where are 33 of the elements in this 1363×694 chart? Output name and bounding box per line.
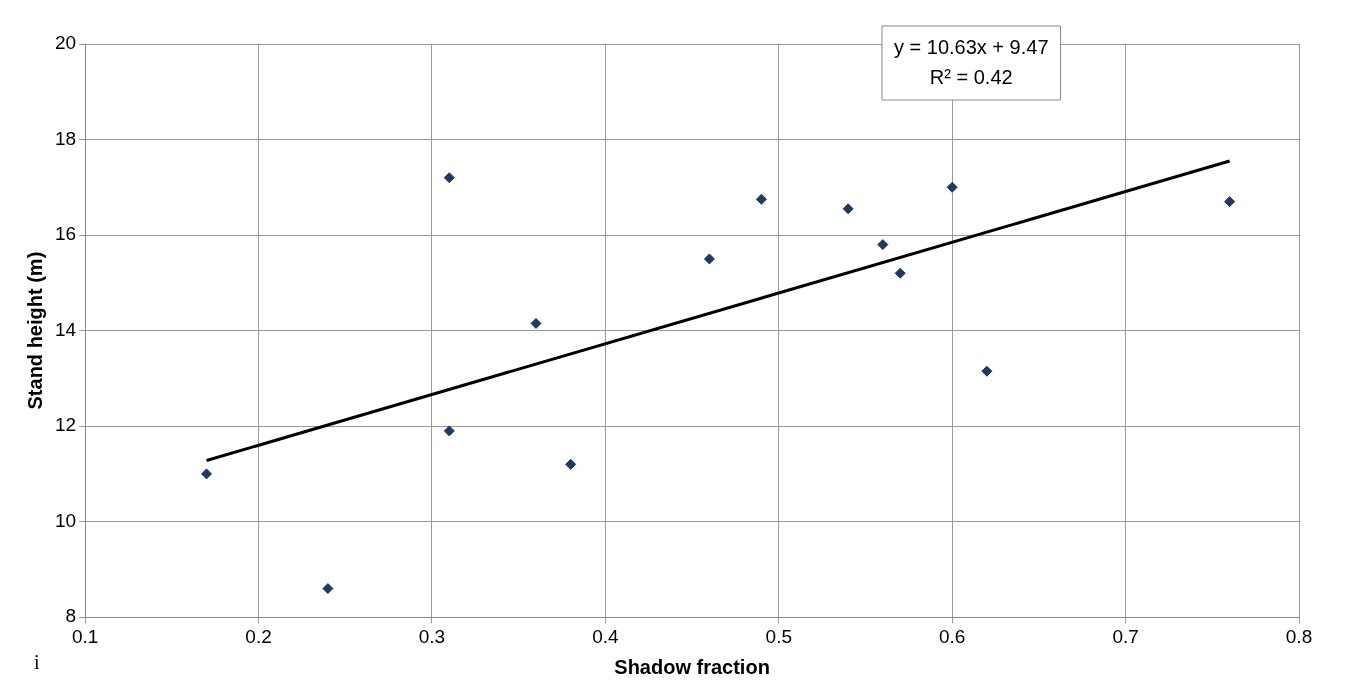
x-axis-title: Shadow fraction bbox=[614, 655, 770, 678]
point bbox=[842, 203, 854, 215]
y-tick-label: 20 bbox=[54, 32, 77, 54]
x-tick-label: 0.1 bbox=[71, 625, 99, 647]
y-tick-label: 16 bbox=[54, 223, 77, 245]
y-tick-label: 10 bbox=[54, 509, 77, 531]
point bbox=[703, 253, 715, 265]
x-tick-label: 0.2 bbox=[245, 625, 272, 647]
y-tick-label: 8 bbox=[65, 605, 77, 627]
point bbox=[322, 583, 334, 595]
x-tick-label: 0.8 bbox=[1285, 625, 1313, 647]
y-tick-label: 14 bbox=[54, 318, 77, 340]
point bbox=[946, 181, 958, 193]
point bbox=[755, 193, 767, 205]
y-tick-label: 12 bbox=[54, 414, 77, 436]
y-tick-label: 18 bbox=[54, 127, 77, 149]
point bbox=[530, 317, 542, 329]
x-tick-label: 0.4 bbox=[592, 625, 619, 647]
text: i bbox=[34, 651, 40, 674]
point bbox=[201, 468, 213, 480]
x-tick-label: 0.7 bbox=[1112, 625, 1139, 647]
x-tick-label: 0.3 bbox=[418, 625, 446, 647]
point bbox=[443, 425, 455, 437]
annotation: y = 10.63x + 9.47 R² = 0.42 bbox=[893, 35, 1049, 88]
point bbox=[443, 172, 455, 184]
y-axis-title: Stand height (m) bbox=[23, 251, 46, 410]
point bbox=[1224, 196, 1236, 208]
point bbox=[877, 239, 889, 251]
point bbox=[894, 267, 906, 279]
x-tick-label: 0.6 bbox=[938, 625, 966, 647]
point bbox=[565, 458, 577, 470]
point bbox=[981, 365, 993, 377]
x-tick-label: 0.5 bbox=[765, 625, 792, 647]
